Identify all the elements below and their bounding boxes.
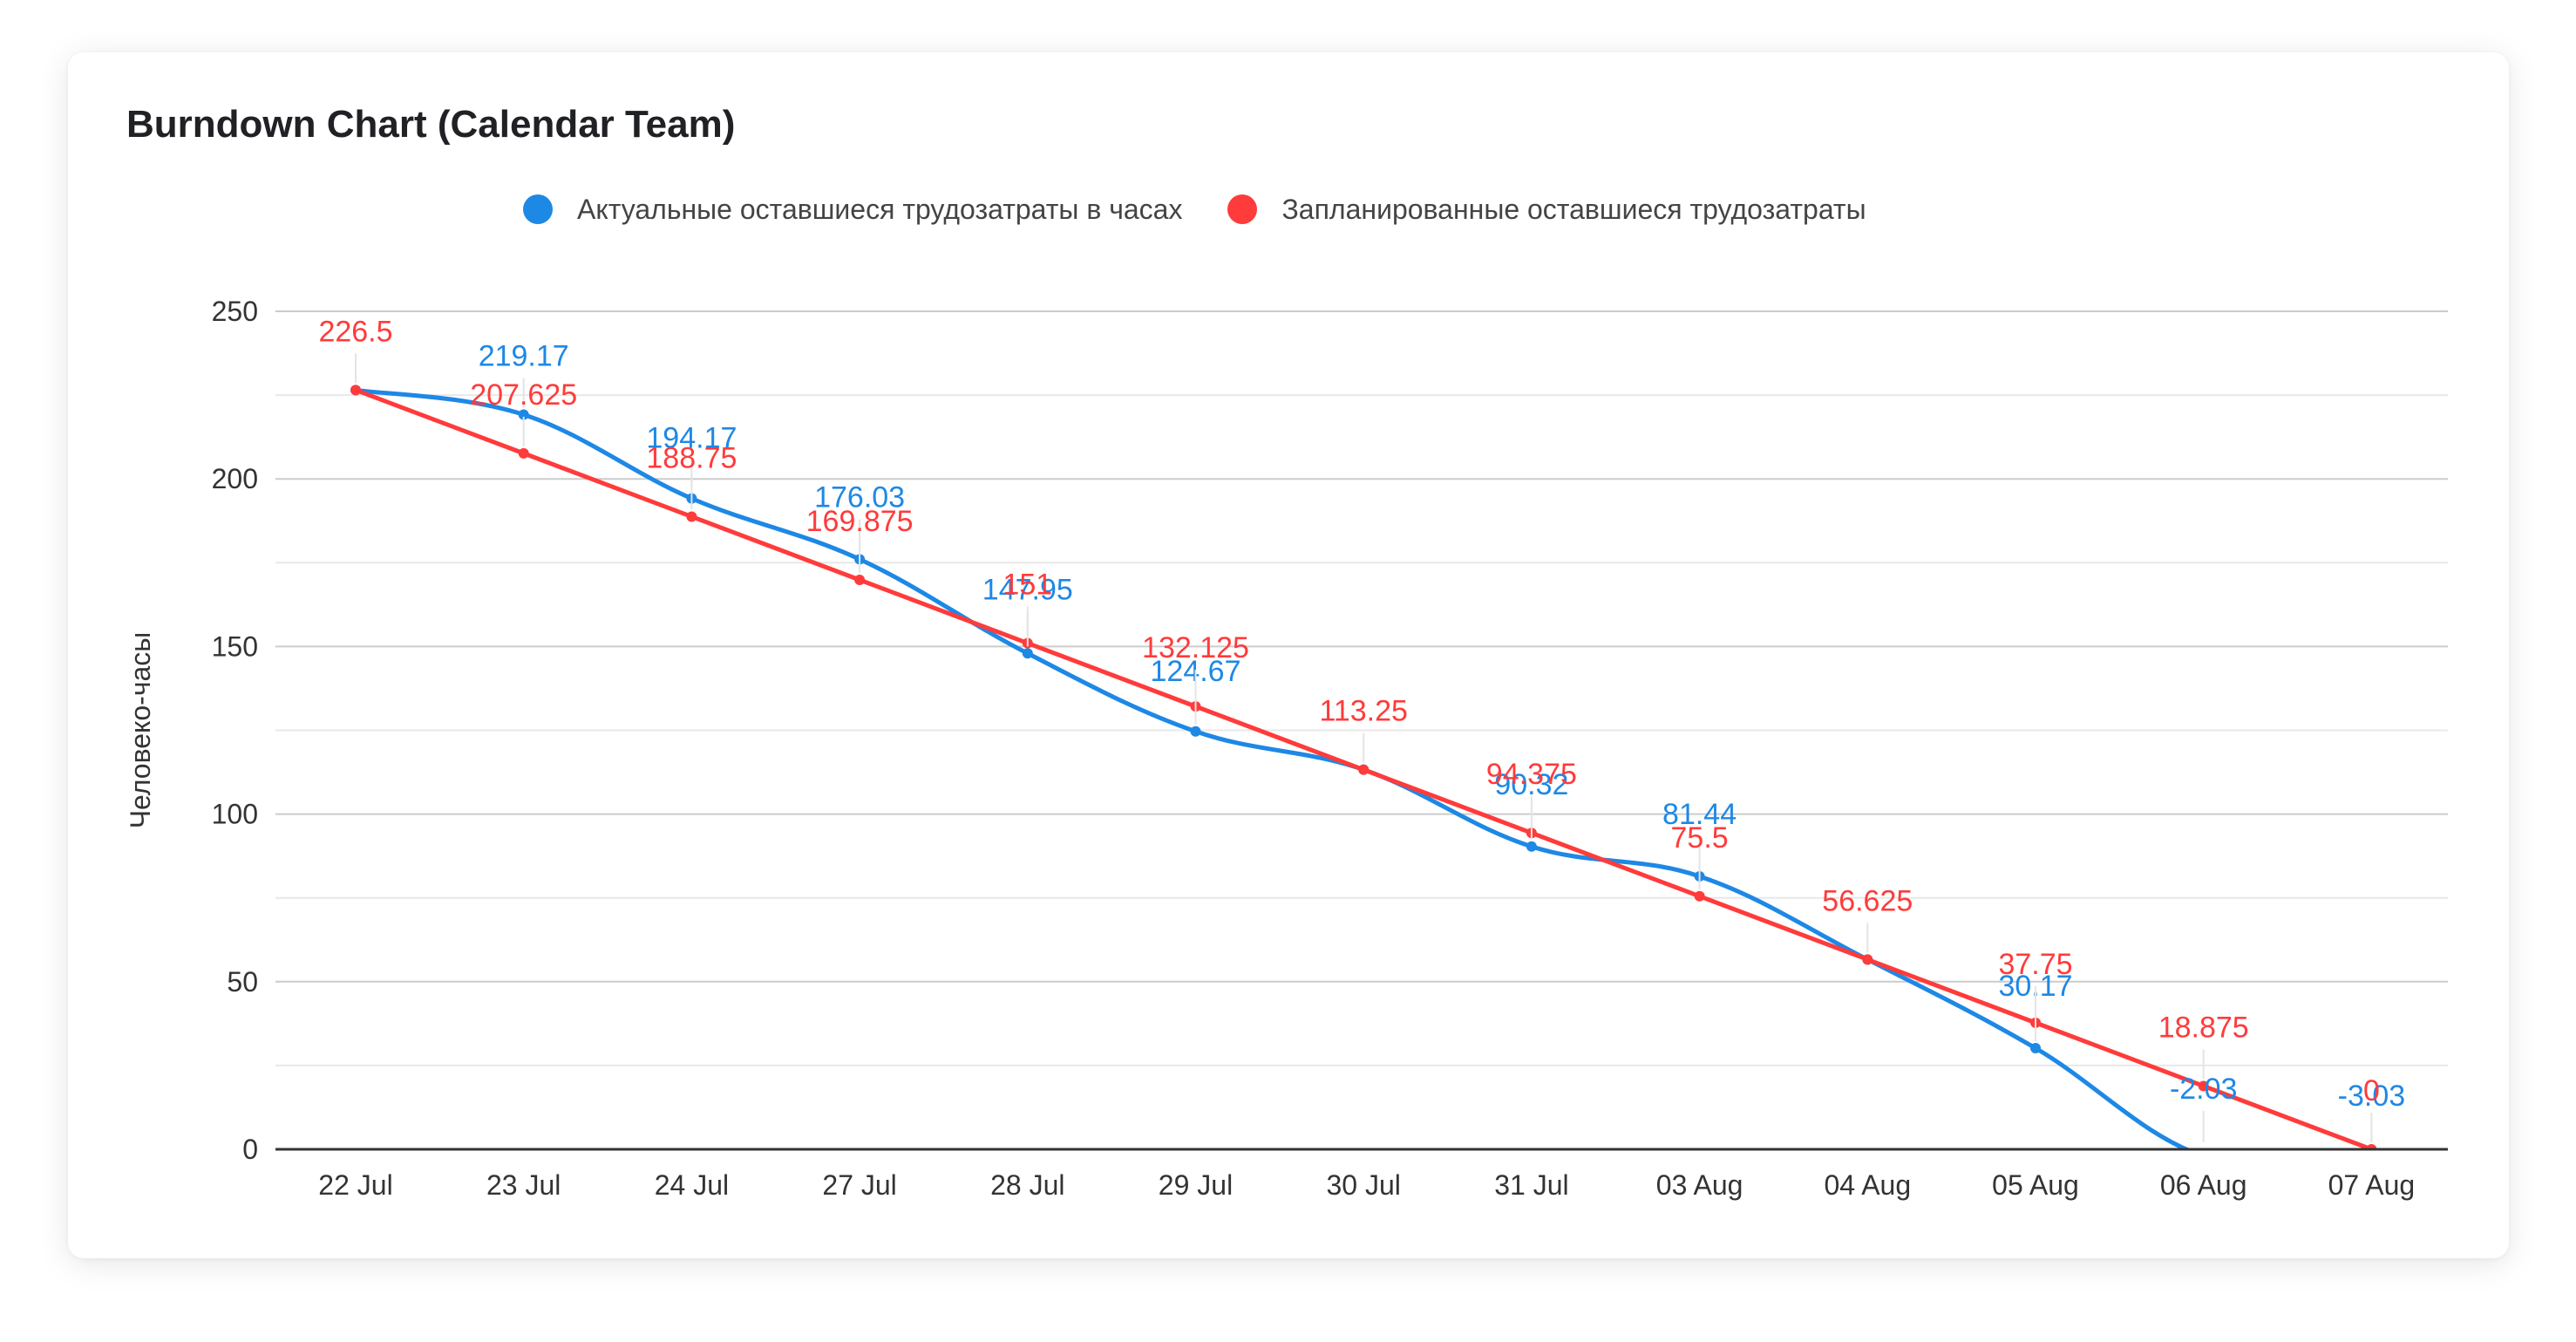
x-tick-label: 06 Aug — [2160, 1169, 2247, 1201]
data-point-actual[interactable] — [1526, 841, 1537, 852]
x-tick-label: 31 Jul — [1494, 1169, 1568, 1201]
data-point-planned[interactable] — [2198, 1080, 2209, 1092]
chart-title: Burndown Chart (Calendar Team) — [126, 103, 736, 146]
data-label-planned: 151 — [1003, 569, 1052, 602]
data-label-planned: 132.125 — [1142, 631, 1249, 664]
chart-legend: Актуальные оставшиеся трудозатраты в час… — [523, 187, 1912, 231]
data-point-actual[interactable] — [518, 409, 529, 420]
data-label-planned: 113.25 — [1319, 695, 1407, 728]
y-tick-label: 0 — [242, 1134, 258, 1165]
y-tick-label: 150 — [212, 630, 258, 662]
legend-item-actual[interactable]: Актуальные оставшиеся трудозатраты в час… — [523, 194, 1182, 226]
chart-card — [68, 52, 2509, 1258]
grid-layer — [275, 310, 2448, 1066]
series-planned — [350, 385, 2377, 1149]
data-label-planned: 169.875 — [806, 505, 914, 538]
data-point-planned[interactable] — [1694, 890, 1705, 902]
data-point-planned[interactable] — [350, 385, 361, 396]
y-axis-title: Человеко-часы — [125, 632, 156, 829]
data-point-planned[interactable] — [686, 511, 697, 522]
data-label-actual: 147.95 — [982, 573, 1073, 606]
data-point-planned[interactable] — [854, 575, 866, 586]
x-tick-label: 05 Aug — [1992, 1169, 2079, 1201]
y-tick-label: 250 — [212, 296, 258, 327]
legend-item-planned[interactable]: Запланированные оставшиеся трудозатраты — [1227, 194, 1866, 226]
data-label-planned: 18.875 — [2158, 1011, 2249, 1044]
series-layer — [350, 385, 2377, 1166]
legend-swatch-actual — [523, 194, 553, 224]
axis-layer: 0 50 100 150 200 250 22 Jul 23 Jul 24 Jul 27 Jul 2… — [125, 296, 2448, 1201]
y-tick-label: 200 — [212, 463, 258, 494]
data-point-actual[interactable] — [2030, 1043, 2041, 1054]
data-label-planned: 0 — [2363, 1074, 2380, 1107]
legend-label-planned: Запланированные оставшиеся трудозатраты — [1281, 193, 1866, 225]
legend-label-actual: Актуальные оставшиеся трудозатраты в час… — [577, 193, 1183, 225]
x-tick-label: 03 Aug — [1656, 1169, 1743, 1201]
data-label-planned: 75.5 — [1671, 821, 1729, 855]
data-label-actual: -3.03 — [2338, 1080, 2406, 1113]
data-label-planned: 94.375 — [1486, 758, 1577, 791]
series-line-actual[interactable] — [355, 387, 2371, 1166]
data-label-actual: 81.44 — [1662, 798, 1737, 831]
x-tick-label: 30 Jul — [1327, 1169, 1401, 1201]
data-point-actual[interactable] — [1022, 648, 1033, 659]
data-label-planned: 226.5 — [318, 315, 392, 348]
x-tick-label: 23 Jul — [486, 1169, 561, 1201]
data-point-planned[interactable] — [1862, 954, 1873, 965]
data-label-actual: 90.32 — [1494, 768, 1568, 801]
data-label-actual: 194.17 — [646, 422, 737, 455]
data-label-actual: 219.17 — [479, 340, 569, 373]
data-point-planned[interactable] — [518, 447, 529, 459]
data-label-layer: 219.17194.17176.03147.95124.6790.3281.44… — [318, 315, 2405, 1142]
legend-swatch-planned — [1227, 194, 1258, 224]
data-label-planned: 56.625 — [1822, 884, 1913, 917]
y-tick-label: 100 — [212, 799, 258, 830]
x-tick-label: 29 Jul — [1159, 1169, 1233, 1201]
x-tick-label: 22 Jul — [318, 1169, 392, 1201]
data-label-planned: 207.625 — [470, 378, 577, 412]
x-tick-label: 28 Jul — [990, 1169, 1064, 1201]
x-tick-label: 04 Aug — [1824, 1169, 1911, 1201]
x-tick-label: 07 Aug — [2328, 1169, 2416, 1201]
data-label-planned: 37.75 — [1998, 948, 2072, 981]
data-label-planned: 188.75 — [646, 441, 737, 474]
data-point-actual[interactable] — [1190, 725, 1201, 737]
y-tick-label: 50 — [227, 966, 258, 998]
data-point-planned[interactable] — [1358, 764, 1370, 775]
data-label-actual: 176.03 — [814, 480, 905, 514]
x-tick-label: 27 Jul — [822, 1169, 896, 1201]
x-tick-label: 24 Jul — [655, 1169, 729, 1201]
